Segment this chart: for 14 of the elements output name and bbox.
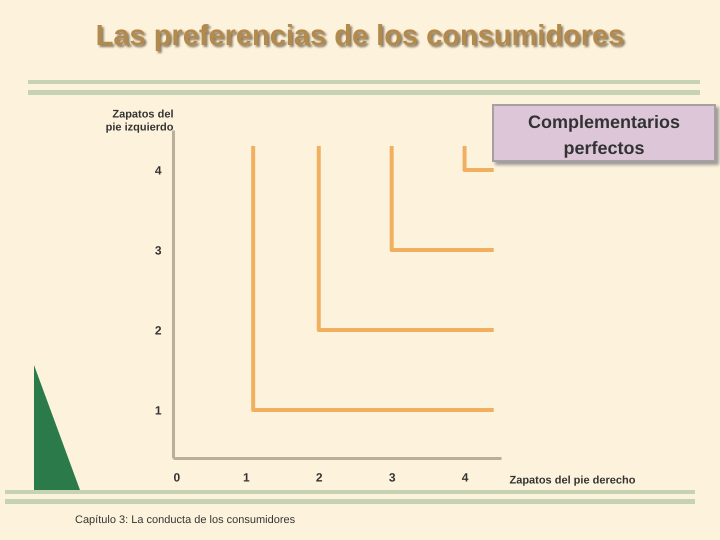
y-tick-label: 4 bbox=[154, 164, 162, 178]
x-tick-label: 0 bbox=[174, 470, 180, 484]
text: Capítulo 3: La conducta de los consumidores bbox=[75, 514, 296, 526]
x-tick-label: 2 bbox=[316, 470, 323, 484]
x-tick-label: 1 bbox=[243, 470, 250, 484]
chart-title: Las preferencias de los consumidores bbox=[94, 20, 626, 53]
x-tick-label: 4 bbox=[462, 470, 469, 484]
x-tick-label: 3 bbox=[388, 470, 396, 484]
x-axis-title: Zapatos del pie derecho bbox=[510, 474, 636, 486]
y-tick-label: 1 bbox=[154, 404, 162, 418]
y-axis-title: Zapatos del pie izquierdo bbox=[106, 108, 174, 134]
note-box: Complementarios perfectos bbox=[492, 104, 716, 162]
y-tick-label: 3 bbox=[154, 244, 162, 258]
y-tick-label: 2 bbox=[154, 324, 162, 338]
